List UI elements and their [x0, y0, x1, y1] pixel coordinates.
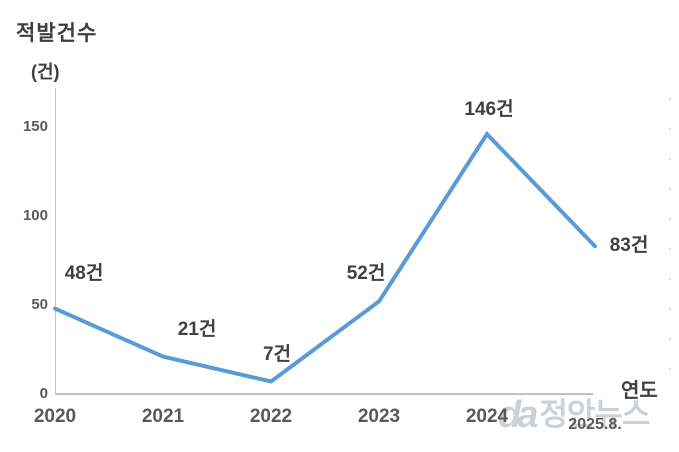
x-tick-label: 2021	[141, 406, 185, 427]
watermark-logo-icon: da	[498, 394, 538, 436]
y-axis-line	[55, 88, 56, 394]
x-axis-line	[55, 393, 593, 395]
x-tick-label: 2024	[465, 406, 509, 427]
data-label: 146건	[464, 99, 514, 120]
data-label: 52건	[346, 263, 386, 284]
dotted-right-border	[669, 98, 671, 394]
y-axis-unit-label: (건)	[31, 62, 60, 82]
x-tick-label: 2025.8.	[568, 416, 622, 433]
y-tick-label: 0	[39, 385, 48, 402]
chart-title: 적발건수	[16, 22, 98, 45]
x-tick-label: 2023	[357, 406, 401, 427]
x-axis-title: 연도	[621, 380, 658, 402]
x-tick-label: 2022	[249, 406, 293, 427]
y-tick-label: 100	[22, 207, 48, 224]
data-label: 21건	[177, 319, 217, 340]
x-tick-label: 2020	[33, 406, 77, 427]
y-tick-label: 50	[31, 296, 48, 313]
watermark-text: 정안뉴스	[539, 397, 650, 432]
watermark: da 정안뉴스	[498, 394, 650, 436]
data-label: 7건	[262, 344, 292, 365]
data-label: 48건	[64, 263, 104, 284]
y-tick-label: 150	[22, 118, 48, 135]
data-label: 83건	[609, 235, 649, 256]
